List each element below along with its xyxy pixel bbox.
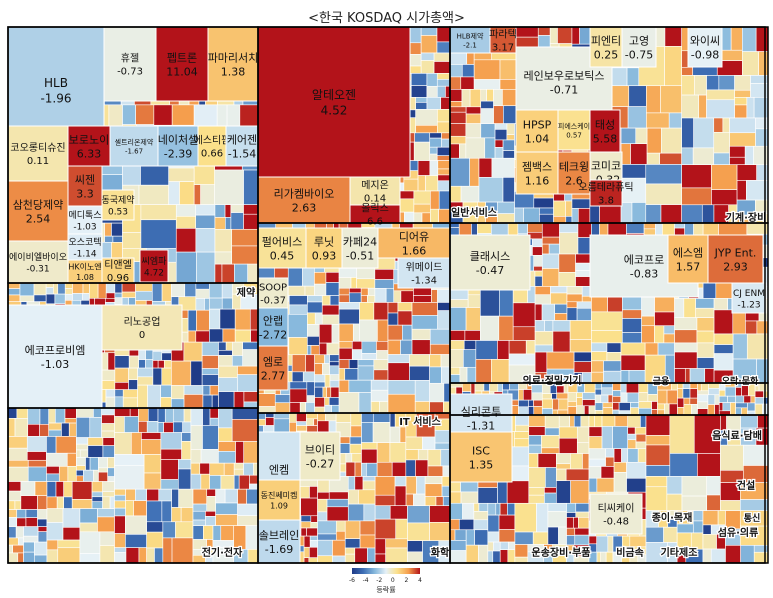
- legend-tick: -4: [363, 577, 369, 584]
- legend-tick: 0: [391, 577, 395, 584]
- legend-tick: -6: [349, 577, 355, 584]
- legend-title: 등락률: [376, 586, 396, 594]
- legend-colorbar: [352, 568, 420, 574]
- legend-tick: 4: [418, 577, 422, 584]
- chart-title: <한국 KOSDAQ 시가총액>: [308, 11, 465, 26]
- legend-tick: -2: [376, 577, 382, 584]
- small-tile: [140, 219, 177, 249]
- small-tile: [711, 164, 738, 190]
- legend-tick: 2: [404, 577, 408, 584]
